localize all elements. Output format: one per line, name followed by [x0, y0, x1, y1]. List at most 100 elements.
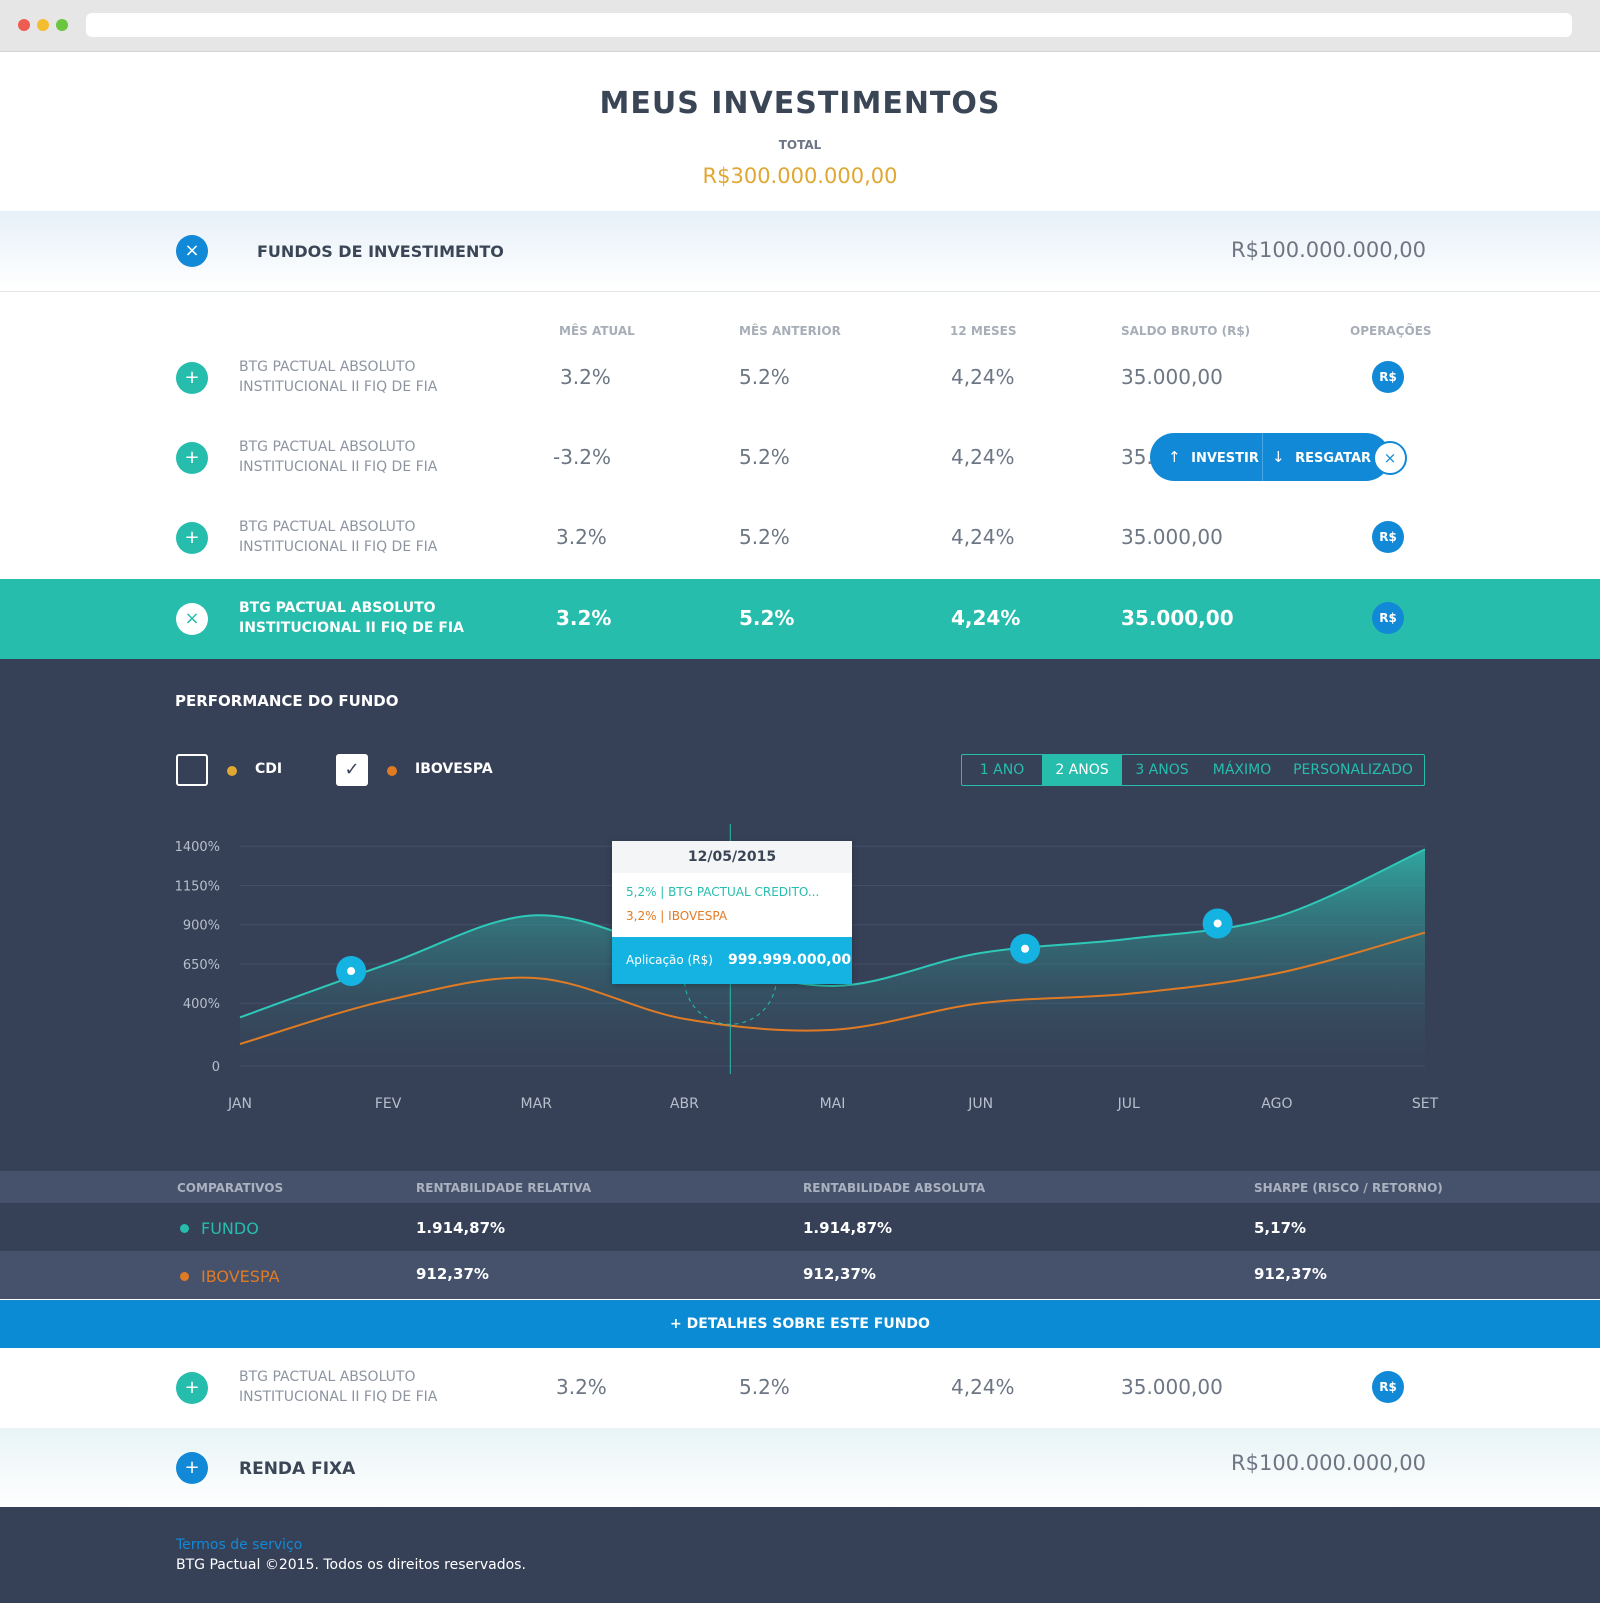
saldo-value: 35.000,00 — [1121, 606, 1234, 630]
mes-anterior-value: 5.2% — [739, 606, 795, 630]
section-title: FUNDOS DE INVESTIMENTO — [257, 242, 504, 261]
aplicacao-label: Aplicação (R$) — [626, 953, 713, 967]
col-saldo-bruto: SALDO BRUTO (R$) — [1121, 324, 1251, 338]
range-selector: 1 ANO 2 ANOS 3 ANOS MÁXIMO PERSONALIZADO — [961, 754, 1425, 786]
expand-icon[interactable]: + — [176, 1452, 208, 1484]
fund-row[interactable]: + BTG PACTUAL ABSOLUTO INSTITUCIONAL II F… — [0, 1348, 1600, 1428]
comparativos-header: COMPARATIVOS RENTABILIDADE RELATIVA RENT… — [0, 1171, 1600, 1203]
y-tick-label: 650% — [183, 958, 220, 973]
comparativos-col: COMPARATIVOS — [177, 1181, 284, 1195]
mes-anterior-value: 5.2% — [739, 525, 790, 549]
fund-area — [240, 849, 1425, 1066]
range-3-anos[interactable]: 3 ANOS — [1135, 762, 1189, 778]
cdi-legend-label: CDI — [255, 761, 283, 777]
investir-button[interactable]: ↑ INVESTIR — [1168, 448, 1259, 466]
mes-anterior-value: 5.2% — [739, 445, 790, 469]
comparativo-name: IBOVESPA — [201, 1267, 280, 1286]
fund-name: BTG PACTUAL ABSOLUTO INSTITUCIONAL II FIQ… — [239, 519, 438, 555]
mes-anterior-value: 5.2% — [739, 1375, 790, 1399]
fund-name: BTG PACTUAL ABSOLUTO INSTITUCIONAL II FIQ… — [239, 1369, 438, 1405]
mes-anterior-value: 5.2% — [739, 365, 790, 389]
minimize-window-dot[interactable] — [37, 19, 49, 31]
saldo-value: 35.000,00 — [1121, 1375, 1223, 1399]
saldo-value: 35.000,00 — [1121, 525, 1223, 549]
x-tick-label: ABR — [670, 1096, 699, 1112]
12-meses-value: 4,24% — [951, 1375, 1015, 1399]
maximize-window-dot[interactable] — [56, 19, 68, 31]
fund-row[interactable]: + BTG PACTUAL ABSOLUTO INSTITUCIONAL II F… — [0, 338, 1600, 418]
comparativo-row-ibovespa: IBOVESPA 912,37% 912,37% 912,37% — [0, 1251, 1600, 1299]
close-popup-icon[interactable]: × — [1373, 441, 1407, 475]
operations-button[interactable]: R$ — [1372, 521, 1404, 553]
x-tick-label: MAR — [521, 1096, 553, 1112]
expand-icon[interactable]: + — [176, 1372, 208, 1404]
x-tick-label: AGO — [1261, 1096, 1292, 1112]
mes-atual-value: 3.2% — [556, 1375, 607, 1399]
fund-row-selected[interactable]: × BTG PACTUAL ABSOLUTO INSTITUCIONAL II F… — [0, 579, 1600, 659]
rent-relativa-value: 1.914,87% — [416, 1219, 506, 1237]
footer: Termos de serviço BTG Pactual ©2015. Tod… — [0, 1507, 1600, 1603]
address-bar[interactable] — [86, 13, 1572, 37]
comparativo-name: FUNDO — [201, 1219, 259, 1238]
saldo-value: 35. — [1121, 445, 1153, 469]
ibovespa-checkbox[interactable]: ✓ — [336, 754, 368, 786]
x-tick-label: SET — [1412, 1096, 1439, 1112]
mes-atual-value: 3.2% — [556, 606, 612, 630]
expand-icon[interactable]: + — [176, 442, 208, 474]
saldo-value: 35.000,00 — [1121, 365, 1223, 389]
fundos-section-header[interactable]: × FUNDOS DE INVESTIMENTO R$100.000.000,0… — [0, 211, 1600, 291]
aplicacao-value: 999.999.000,00 — [728, 952, 852, 968]
y-tick-label: 1400% — [175, 840, 220, 855]
section-total: R$100.000.000,00 — [1231, 238, 1426, 262]
operations-button[interactable]: R$ — [1372, 602, 1404, 634]
collapse-icon[interactable]: × — [176, 603, 208, 635]
range-personalizado[interactable]: PERSONALIZADO — [1293, 762, 1413, 778]
copyright: BTG Pactual ©2015. Todos os direitos res… — [176, 1557, 526, 1573]
y-tick-label: 400% — [183, 997, 220, 1012]
mes-atual-value: 3.2% — [560, 365, 611, 389]
renda-fixa-section-header[interactable]: + RENDA FIXA R$100.000.000,00 — [0, 1428, 1600, 1508]
ibovespa-legend-dot — [387, 766, 397, 776]
y-tick-label: 900% — [183, 919, 220, 934]
fund-row[interactable]: + BTG PACTUAL ABSOLUTO INSTITUCIONAL II F… — [0, 418, 1600, 498]
resgatar-button[interactable]: ↓ RESGATAR — [1272, 448, 1372, 466]
tooltip-fund-line: 5,2% | BTG PACTUAL CREDITO... — [626, 885, 820, 899]
expand-icon[interactable]: + — [176, 362, 208, 394]
section-title: RENDA FIXA — [239, 1459, 356, 1479]
12-meses-value: 4,24% — [951, 365, 1015, 389]
sharpe-value: 5,17% — [1254, 1219, 1307, 1237]
collapse-icon[interactable]: × — [176, 235, 208, 267]
x-tick-label: FEV — [375, 1096, 402, 1112]
close-window-dot[interactable] — [18, 19, 30, 31]
operations-button[interactable]: R$ — [1372, 1371, 1404, 1403]
range-maximo[interactable]: MÁXIMO — [1212, 762, 1272, 778]
y-tick-label: 0 — [212, 1060, 220, 1075]
details-button[interactable]: + DETALHES SOBRE ESTE FUNDO — [0, 1300, 1600, 1348]
ibovespa-series-line — [239, 931, 1426, 1045]
range-1-ano[interactable]: 1 ANO — [979, 762, 1025, 778]
x-tick-label: JUL — [1117, 1096, 1140, 1112]
12-meses-value: 4,24% — [951, 525, 1015, 549]
divider — [0, 291, 1600, 292]
data-point-center — [1213, 919, 1222, 928]
performance-title: PERFORMANCE DO FUNDO — [175, 692, 399, 710]
expand-icon[interactable]: + — [176, 522, 208, 554]
terms-link[interactable]: Termos de serviço — [176, 1537, 303, 1553]
operations-popup: ↑ INVESTIR ↓ RESGATAR — [1150, 433, 1390, 481]
browser-chrome — [0, 0, 1600, 52]
section-total: R$100.000.000,00 — [1231, 1451, 1426, 1475]
tooltip-aplicacao: Aplicação (R$) 999.999.000,00 — [612, 937, 852, 984]
range-2-anos[interactable]: 2 ANOS — [1042, 755, 1122, 785]
cdi-checkbox[interactable] — [176, 754, 208, 786]
ibovespa-dot — [180, 1272, 189, 1281]
total-label: TOTAL — [778, 138, 822, 152]
12-meses-value: 4,24% — [951, 445, 1015, 469]
fund-row[interactable]: + BTG PACTUAL ABSOLUTO INSTITUCIONAL II F… — [0, 498, 1600, 578]
arrow-down-icon: ↓ — [1272, 448, 1285, 466]
mes-atual-value: -3.2% — [553, 445, 612, 469]
rent-absoluta-value: 912,37% — [803, 1265, 876, 1283]
operations-button[interactable]: R$ — [1372, 361, 1404, 393]
fundo-dot — [180, 1224, 189, 1233]
sharpe-col: SHARPE (RISCO / RETORNO) — [1254, 1181, 1443, 1195]
sharpe-value: 912,37% — [1254, 1265, 1327, 1283]
